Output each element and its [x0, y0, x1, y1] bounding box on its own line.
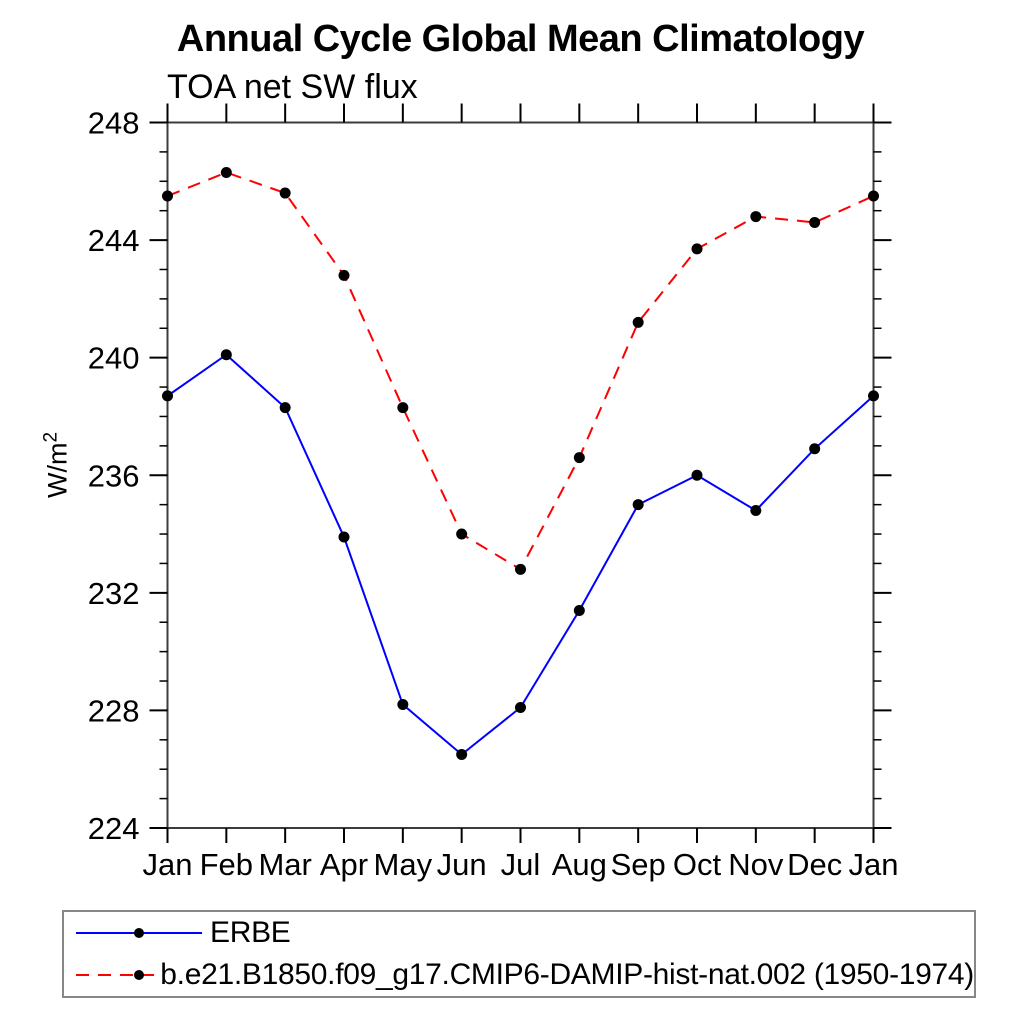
legend-label-erbe: ERBE	[210, 916, 291, 950]
series-marker-0	[397, 699, 409, 711]
x-tick-label: May	[374, 847, 433, 882]
series-marker-0	[338, 531, 350, 543]
series-marker-1	[515, 563, 526, 575]
series-marker-1	[868, 190, 879, 202]
series-marker-0	[809, 443, 821, 455]
axis-frame	[166, 121, 875, 829]
y-tick-label: 236	[88, 458, 140, 493]
legend-box: ERBE b.e21.B1850.f09_g17.CMIP6-DAMIP-his…	[62, 910, 976, 998]
series-line-1	[167, 171, 874, 571]
legend-marker-0	[134, 928, 144, 939]
x-tick-label: Jul	[501, 847, 541, 882]
series-marker-1	[456, 528, 468, 540]
series-marker-0	[691, 469, 703, 481]
chart-subtitle: TOA net SW flux	[167, 68, 418, 106]
legend-line-sample-model	[76, 969, 155, 980]
series-marker-1	[162, 190, 173, 202]
series-marker-1	[809, 216, 821, 228]
legend-label-model: b.e21.B1850.f09_g17.CMIP6-DAMIP-hist-nat…	[160, 957, 974, 991]
series-marker-1	[573, 452, 585, 464]
legend-marker-1	[134, 969, 144, 980]
series-marker-1	[397, 402, 409, 414]
y-tick-label: 248	[88, 106, 140, 141]
legend-line-sample-erbe	[76, 928, 202, 939]
series-marker-0	[456, 749, 468, 761]
x-tick-label: Nov	[728, 847, 784, 882]
series-marker-1	[691, 243, 703, 255]
x-tick-label: Jan	[143, 847, 193, 882]
series-marker-0	[750, 505, 762, 517]
y-tick-label: 224	[88, 811, 140, 846]
x-tick-label: Aug	[552, 847, 607, 882]
x-tick-label: Jun	[437, 847, 487, 882]
y-tick-label: 232	[88, 576, 140, 611]
series-marker-0	[515, 701, 526, 713]
series-marker-1	[220, 166, 232, 178]
series-line-0	[166, 353, 875, 756]
chart-title: Annual Cycle Global Mean Climatology	[176, 18, 865, 60]
series-marker-0	[162, 390, 173, 402]
series-marker-0	[868, 390, 879, 402]
series-marker-1	[632, 316, 644, 328]
x-tick-label: Apr	[320, 847, 368, 882]
y-tick-label: 240	[88, 341, 140, 376]
x-tick-label: Jan	[849, 847, 899, 882]
x-tick-label: Dec	[787, 847, 842, 882]
x-tick-label: Sep	[611, 847, 666, 882]
y-tick-label: 228	[88, 693, 140, 728]
y-tick-label: 244	[88, 223, 140, 258]
legend-row-erbe: ERBE	[64, 913, 974, 953]
series-marker-1	[338, 269, 350, 281]
series-marker-0	[632, 499, 644, 511]
series-marker-1	[279, 187, 291, 199]
series-marker-0	[220, 349, 232, 361]
x-tick-label: Mar	[258, 847, 311, 882]
x-tick-label: Feb	[200, 847, 253, 882]
legend-row-model: b.e21.B1850.f09_g17.CMIP6-DAMIP-hist-nat…	[64, 955, 974, 995]
series-marker-0	[279, 402, 291, 414]
x-tick-label: Oct	[673, 847, 722, 882]
series-marker-1	[750, 211, 762, 223]
series-marker-0	[573, 604, 585, 616]
